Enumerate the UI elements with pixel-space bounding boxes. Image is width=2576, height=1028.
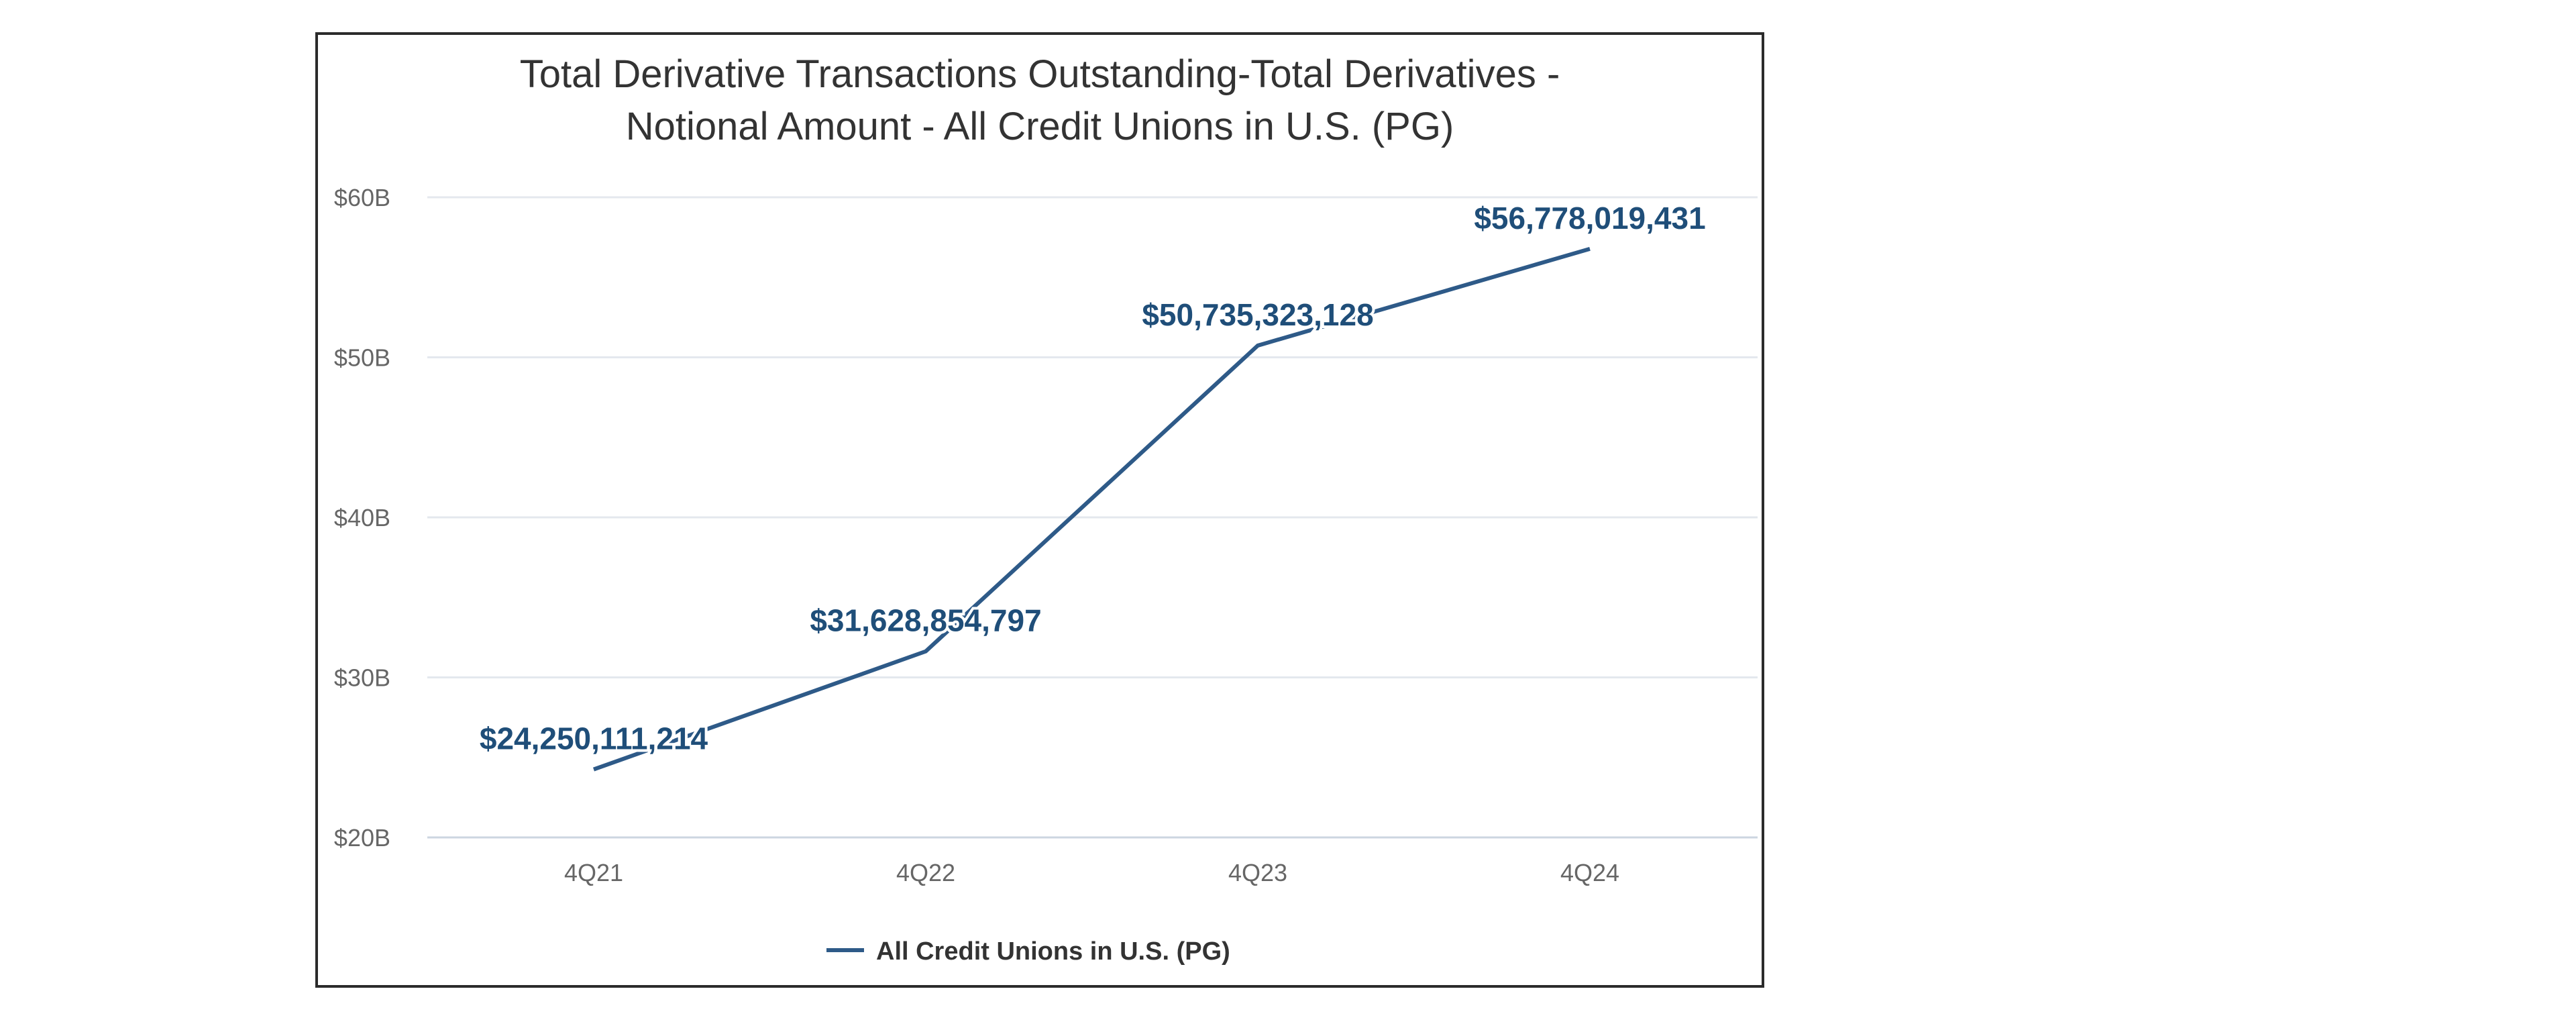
y-axis-ticks: $20B $30B $40B $50B $60B <box>334 184 390 852</box>
legend-label: All Credit Unions in U.S. (PG) <box>876 937 1230 966</box>
chart-title-line-2: Notional Amount - All Credit Unions in U… <box>626 105 1454 148</box>
x-tick-label: 4Q22 <box>896 859 955 886</box>
legend: All Credit Unions in U.S. (PG) <box>826 937 1230 966</box>
y-tick-label: $50B <box>334 344 390 372</box>
x-tick-label: 4Q21 <box>564 859 623 886</box>
data-label: $50,735,323,128 <box>1142 297 1373 332</box>
chart-frame <box>315 32 1764 988</box>
data-label: $24,250,111,214 <box>480 721 708 756</box>
series-line <box>592 246 1591 772</box>
data-label: $31,628,854,797 <box>810 603 1041 638</box>
x-tick-label: 4Q23 <box>1228 859 1287 886</box>
grid-lines <box>427 196 1758 839</box>
x-tick-label: 4Q24 <box>1560 859 1619 886</box>
x-axis-ticks: 4Q21 4Q22 4Q23 4Q24 <box>564 859 1619 886</box>
y-tick-label: $40B <box>334 504 390 531</box>
data-label: $56,778,019,431 <box>1474 201 1705 236</box>
data-labels: $24,250,111,214 $31,628,854,797 $50,735,32… <box>477 198 1709 759</box>
y-tick-label: $30B <box>334 664 390 692</box>
y-tick-label: $20B <box>334 824 390 852</box>
y-tick-label: $60B <box>334 184 390 211</box>
chart-title-line-1: Total Derivative Transactions Outstandin… <box>520 52 1560 96</box>
series-group <box>592 246 1591 772</box>
